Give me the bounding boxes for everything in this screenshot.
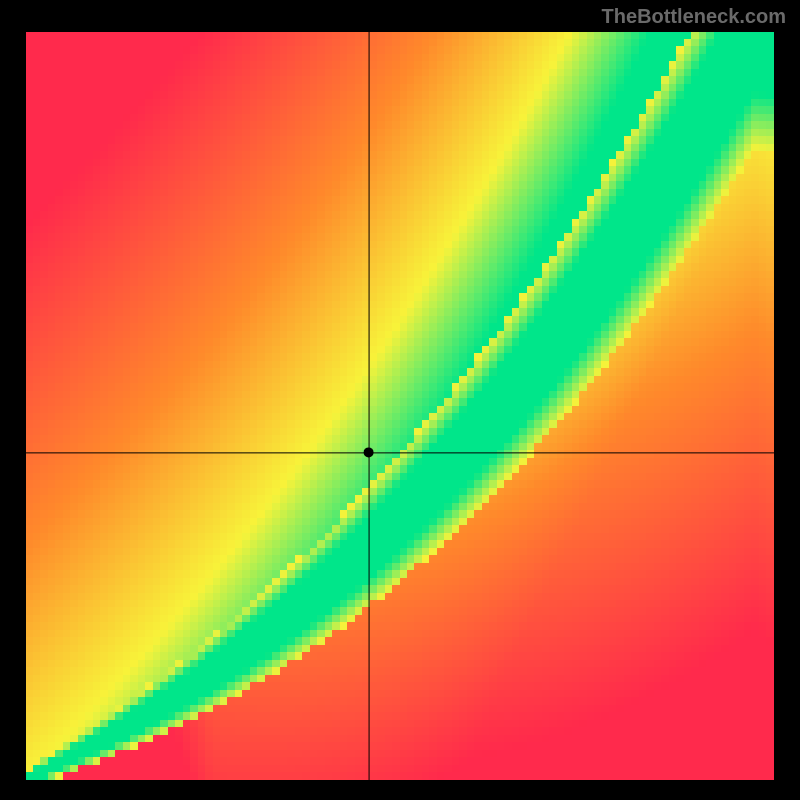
- watermark-text: TheBottleneck.com: [602, 6, 786, 29]
- bottleneck-heatmap: [26, 32, 774, 780]
- heatmap-canvas: [26, 32, 774, 780]
